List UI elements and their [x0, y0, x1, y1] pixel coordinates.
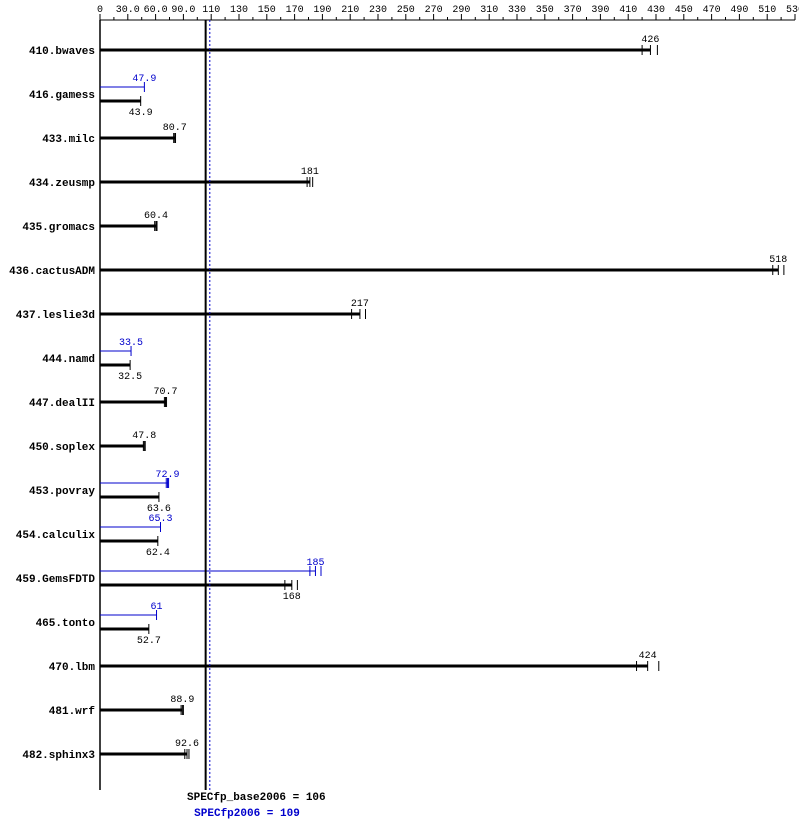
- benchmark-label: 444.namd: [42, 354, 95, 366]
- axis-tick-label: 60.0: [144, 5, 168, 16]
- benchmark-label: 465.tonto: [36, 618, 96, 630]
- benchmark-label: 459.GemsFDTD: [16, 574, 96, 586]
- axis-tick-label: 290: [452, 5, 470, 16]
- benchmark-label: 436.cactusADM: [9, 266, 95, 278]
- base-value-label: 424: [639, 651, 657, 662]
- axis-tick-label: 170: [286, 5, 304, 16]
- peak-value-label: 185: [306, 558, 324, 569]
- axis-tick-label: 490: [730, 5, 748, 16]
- axis-tick-label: 270: [425, 5, 443, 16]
- axis-tick-label: 330: [508, 5, 526, 16]
- base-value-label: 181: [301, 167, 319, 178]
- peak-value-label: 33.5: [119, 338, 143, 349]
- axis-tick-label: 250: [397, 5, 415, 16]
- axis-tick-label: 470: [703, 5, 721, 16]
- base-value-label: 80.7: [163, 123, 187, 134]
- axis-tick-label: 90.0: [171, 5, 195, 16]
- peak-value-label: 61: [151, 602, 163, 613]
- spec-benchmark-chart: 0 30.0 60.090.0 110 130 150 170 190 210 230 250 270…: [0, 0, 799, 831]
- axis-tick-label: 0: [97, 5, 103, 16]
- axis-tick-label: 430: [647, 5, 665, 16]
- benchmark-label: 450.soplex: [29, 442, 95, 454]
- axis-tick-label: 190: [313, 5, 331, 16]
- base-value-label: 426: [641, 35, 659, 46]
- axis-tick-label: 310: [480, 5, 498, 16]
- benchmark-label: 454.calculix: [16, 530, 96, 542]
- axis-tick-label: 450: [675, 5, 693, 16]
- benchmark-label: 453.povray: [29, 486, 95, 498]
- benchmark-label: 435.gromacs: [22, 222, 95, 234]
- footer-peak-label: SPECfp2006 = 109: [194, 808, 300, 820]
- benchmark-label: 437.leslie3d: [16, 310, 95, 322]
- axis-tick-label: 110: [202, 5, 220, 16]
- peak-value-label: 65.3: [149, 514, 173, 525]
- axis-tick-label: 350: [536, 5, 554, 16]
- base-value-label: 168: [283, 592, 301, 603]
- base-value-label: 60.4: [144, 211, 168, 222]
- base-value-label: 62.4: [146, 548, 170, 559]
- base-value-label: 518: [769, 255, 787, 266]
- axis-tick-label: 150: [258, 5, 276, 16]
- peak-value-label: 72.9: [156, 470, 180, 481]
- footer-base-label: SPECfp_base2006 = 106: [187, 792, 326, 804]
- benchmark-label: 434.zeusmp: [29, 178, 95, 190]
- axis-tick-label: 410: [619, 5, 637, 16]
- axis-tick-label: 130: [230, 5, 248, 16]
- axis-tick-label: 510: [758, 5, 776, 16]
- axis-tick-label: 30.0: [116, 5, 140, 16]
- base-value-label: 47.8: [132, 431, 156, 442]
- base-value-label: 32.5: [118, 372, 142, 383]
- benchmark-label: 447.dealII: [29, 398, 95, 410]
- base-value-label: 217: [351, 299, 369, 310]
- base-value-label: 88.9: [170, 695, 194, 706]
- axis-tick-label: 210: [341, 5, 359, 16]
- benchmark-label: 410.bwaves: [29, 46, 95, 58]
- benchmark-label: 470.lbm: [49, 662, 96, 674]
- benchmark-label: 416.gamess: [29, 90, 95, 102]
- axis-tick-label: 530: [786, 5, 799, 16]
- peak-value-label: 47.9: [132, 74, 156, 85]
- benchmark-label: 433.milc: [42, 134, 95, 146]
- base-value-label: 70.7: [154, 387, 178, 398]
- base-value-label: 43.9: [129, 108, 153, 119]
- base-value-label: 52.7: [137, 636, 161, 647]
- axis-tick-label: 230: [369, 5, 387, 16]
- benchmark-label: 482.sphinx3: [22, 750, 95, 762]
- base-value-label: 92.6: [175, 739, 199, 750]
- axis-tick-label: 390: [591, 5, 609, 16]
- axis-tick-label: 370: [564, 5, 582, 16]
- benchmark-label: 481.wrf: [49, 706, 96, 718]
